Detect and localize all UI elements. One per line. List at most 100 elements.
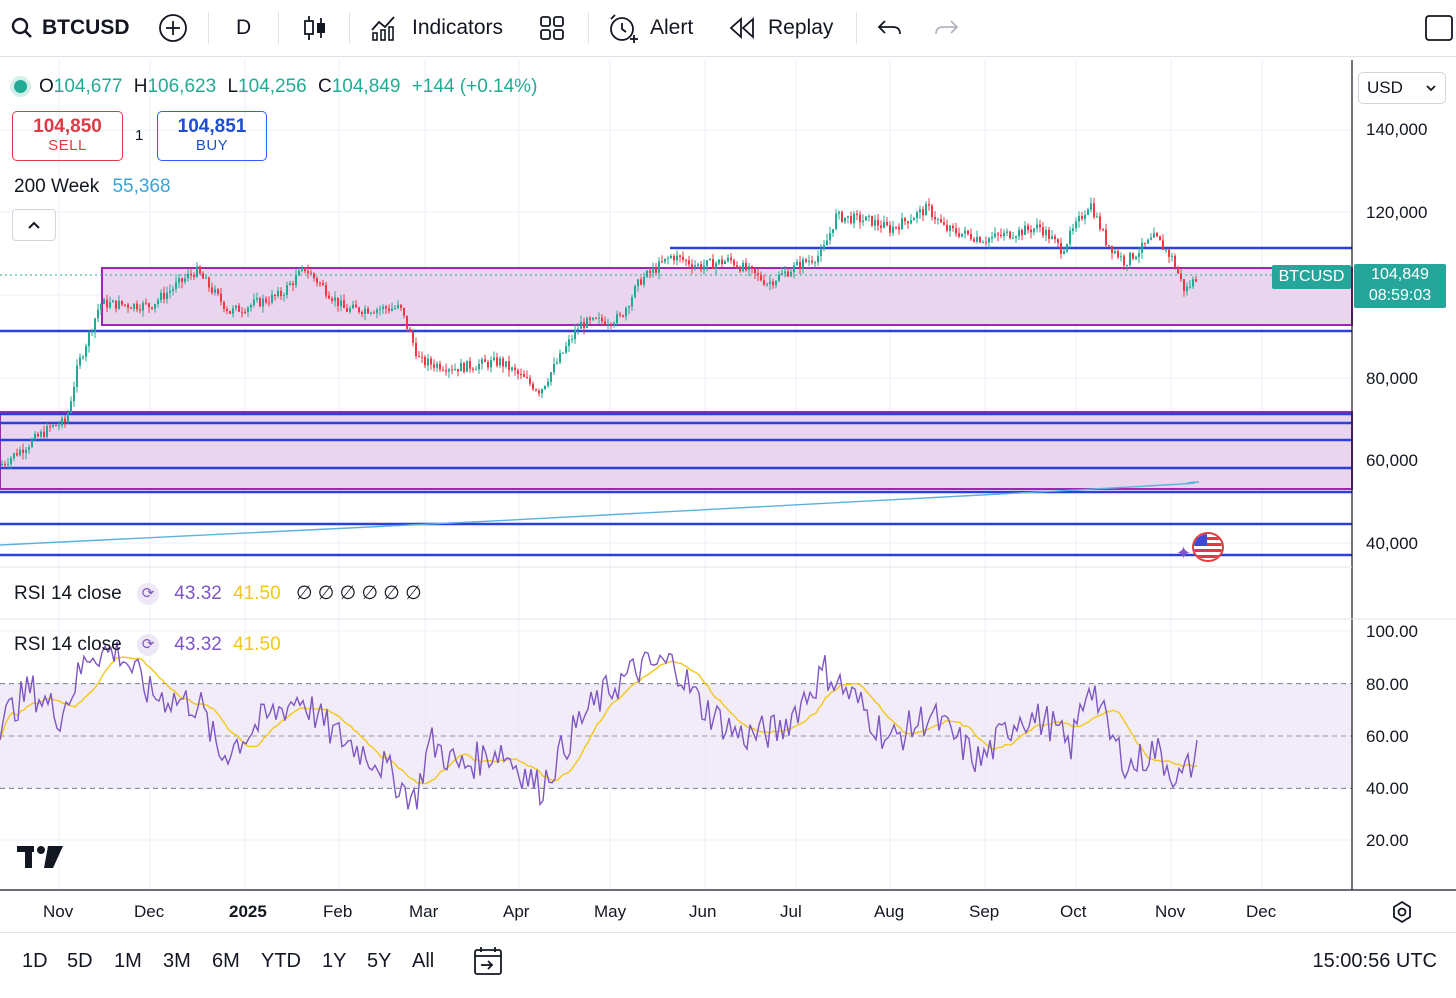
candle-body: [343, 300, 345, 309]
range-button-all[interactable]: All: [412, 950, 435, 972]
candle-body: [652, 267, 654, 273]
sell-button[interactable]: 104,850 SELL: [12, 111, 123, 161]
candle-body: [976, 237, 978, 242]
candle-body: [166, 292, 168, 300]
range-button-ytd[interactable]: YTD: [261, 950, 301, 972]
candle-body: [277, 290, 279, 297]
candle-body: [1153, 233, 1155, 238]
candle-body: [538, 390, 540, 394]
range-button-5d[interactable]: 5D: [67, 950, 93, 972]
bottom-toolbar: [0, 932, 1456, 998]
indicators-label: Indicators: [412, 16, 504, 39]
candle-body: [823, 245, 825, 250]
candle-body: [832, 229, 834, 233]
time-axis-label: Aug: [874, 902, 905, 921]
candle-body: [541, 389, 543, 394]
replay-button[interactable]: Replay: [728, 0, 833, 56]
candle-body: [16, 453, 18, 456]
currency-select[interactable]: USD: [1358, 72, 1446, 104]
candle-body: [682, 256, 684, 260]
candle-body: [667, 258, 669, 260]
candle-body: [595, 317, 597, 319]
alarm-clock-icon: [610, 14, 638, 43]
range-button-1m[interactable]: 1M: [114, 950, 142, 972]
candle-body: [1099, 216, 1101, 230]
candle-body: [532, 383, 534, 390]
indicators-button[interactable]: Indicators: [370, 0, 503, 56]
candle-body: [952, 225, 954, 229]
candle-body: [811, 260, 813, 263]
price-label: 140,000: [1366, 120, 1428, 139]
candle-body: [778, 274, 780, 281]
rsi-axis-label: 100.00: [1366, 622, 1418, 641]
templates-button[interactable]: [538, 0, 566, 56]
candle-body: [676, 255, 678, 261]
candle-body: [646, 270, 648, 277]
axis-settings-button[interactable]: [1390, 900, 1414, 929]
candle-body: [934, 216, 936, 220]
rsi-label: RSI 14 close: [14, 634, 122, 656]
us-flag-event-icon[interactable]: [1192, 532, 1224, 562]
candles-icon: [304, 16, 325, 40]
candle-body: [706, 260, 708, 266]
candle-body: [1144, 242, 1146, 244]
bar-countdown: 08:59:03: [1368, 287, 1432, 304]
candle-body: [64, 418, 66, 423]
range-button-1y[interactable]: 1Y: [322, 950, 347, 972]
candle-body: [226, 309, 228, 311]
candle-body: [757, 273, 759, 275]
candle-body: [739, 266, 741, 272]
refresh-icon[interactable]: ⟳: [137, 582, 160, 605]
interval-button[interactable]: D: [236, 16, 252, 39]
candle-body: [367, 308, 369, 314]
price-chart[interactable]: [0, 0, 1456, 930]
candle-body: [781, 273, 783, 275]
candle-body: [589, 318, 591, 320]
candle-body: [346, 308, 348, 312]
alert-button[interactable]: Alert: [607, 0, 693, 56]
candle-body: [274, 294, 276, 297]
candle-body: [400, 304, 402, 308]
redo-button[interactable]: [932, 0, 960, 56]
candle-body: [97, 309, 99, 319]
time-axis-label: Dec: [1246, 902, 1277, 921]
candle-body: [817, 255, 819, 263]
candle-body: [337, 297, 339, 307]
ohlc-legend: O104,677 H106,623 L104,256 C104,849 +144…: [14, 76, 537, 98]
candle-body: [1021, 229, 1023, 235]
fullscreen-button[interactable]: [1424, 0, 1454, 56]
chart-type-button[interactable]: [302, 0, 328, 56]
clock[interactable]: 15:00:56 UTC: [1312, 950, 1437, 972]
range-button-5y[interactable]: 5Y: [367, 950, 392, 972]
candle-body: [238, 305, 240, 312]
range-button-6m[interactable]: 6M: [212, 950, 240, 972]
candle-body: [484, 359, 486, 362]
candle-body: [709, 259, 711, 261]
refresh-icon[interactable]: ⟳: [137, 634, 160, 656]
range-button-1d[interactable]: 1D: [22, 950, 48, 972]
undo-button[interactable]: [876, 0, 904, 56]
range-button-3m[interactable]: 3M: [163, 950, 191, 972]
candle-body: [964, 230, 966, 234]
candle-body: [904, 218, 906, 222]
sparkle-event-icon[interactable]: ✦: [1176, 543, 1192, 563]
candle-body: [940, 219, 942, 223]
symbol-search[interactable]: BTCUSD: [10, 0, 130, 56]
candle-body: [862, 220, 864, 223]
candle-body: [649, 270, 651, 273]
buy-button[interactable]: 104,851 BUY: [157, 111, 267, 161]
rsi-ma-value: 41.50: [233, 634, 281, 656]
compare-button[interactable]: [158, 0, 188, 56]
low-value: 104,256: [238, 76, 307, 97]
candle-body: [958, 233, 960, 237]
candle-body: [784, 271, 786, 274]
candle-body: [19, 449, 21, 456]
candle-body: [418, 356, 420, 358]
go-to-date-button[interactable]: [472, 946, 504, 981]
collapse-legend-button[interactable]: [12, 209, 56, 241]
high-key: H: [133, 76, 148, 97]
candle-body: [361, 312, 363, 314]
candle-body: [214, 289, 216, 293]
candle-body: [715, 263, 717, 269]
candle-body: [751, 266, 753, 269]
